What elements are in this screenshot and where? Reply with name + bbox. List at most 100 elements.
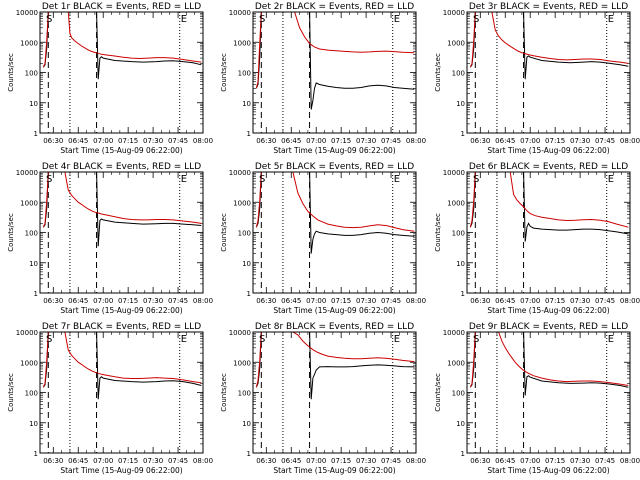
x-tick-label: 07:45 [381, 457, 401, 465]
y-axis-label: Counts/sec [7, 373, 15, 412]
x-tick-label: 07:00 [520, 297, 540, 305]
x-tick-label: 07:30 [356, 457, 376, 465]
x-tick-label: 06:45 [495, 297, 515, 305]
chart-title: Det 1r BLACK = Events, RED = LLD [42, 2, 201, 12]
y-axis-label: Counts/sec [7, 213, 15, 252]
marker-label-s: S [46, 174, 52, 185]
x-axis-label: Start Time (15-Aug-09 06:22:00) [487, 146, 609, 155]
y-tick-label: 1 [247, 130, 251, 138]
chart-panel-9: Det 9r BLACK = Events, RED = LLD Counts/s… [434, 322, 640, 475]
x-tick-label: 06:45 [281, 457, 301, 465]
y-tick-label: 100 [25, 230, 38, 238]
y-tick-label: 10000 [443, 329, 465, 337]
x-tick-label: 06:45 [495, 457, 515, 465]
chart-title: Det 5r BLACK = Events, RED = LLD [255, 162, 414, 172]
x-tick-label: 07:30 [570, 457, 590, 465]
x-tick-label: 08:00 [193, 297, 213, 305]
y-tick-label: 1 [34, 130, 38, 138]
x-tick-label: 07:00 [306, 457, 326, 465]
y-tick-label: 100 [452, 230, 465, 238]
y-tick-label: 1 [34, 450, 38, 458]
y-tick-label: 100 [452, 70, 465, 78]
chart-panel-3: Det 3r BLACK = Events, RED = LLD Counts/s… [434, 2, 640, 155]
events-series-line [255, 12, 415, 110]
x-tick-label: 06:30 [470, 137, 490, 145]
x-tick-label: 07:45 [168, 457, 188, 465]
x-tick-label: 07:15 [331, 297, 351, 305]
y-tick-label: 10000 [443, 9, 465, 17]
x-tick-label: 07:15 [118, 137, 138, 145]
marker-label-e: E [394, 334, 400, 345]
events-series-line [469, 12, 629, 80]
chart-title: Det 2r BLACK = Events, RED = LLD [255, 2, 414, 12]
y-tick-label: 10 [29, 260, 38, 268]
marker-label-e: E [394, 174, 400, 185]
y-axis-label: Counts/sec [434, 53, 442, 92]
x-tick-label: 07:45 [168, 137, 188, 145]
marker-label-s: S [473, 14, 479, 25]
x-tick-label: 07:45 [595, 137, 615, 145]
lld-series-line [255, 12, 415, 89]
x-tick-label: 07:15 [331, 457, 351, 465]
plot-frame [466, 331, 631, 454]
marker-label-s: S [473, 334, 479, 345]
y-tick-label: 10 [242, 100, 251, 108]
y-tick-label: 10000 [229, 9, 251, 17]
x-tick-label: 06:45 [281, 297, 301, 305]
y-tick-label: 1000 [447, 199, 465, 207]
chart-panel-7: Det 7r BLACK = Events, RED = LLD Counts/s… [7, 322, 213, 475]
x-tick-label: 06:30 [256, 457, 276, 465]
x-tick-label: 07:45 [595, 297, 615, 305]
x-tick-label: 06:30 [256, 137, 276, 145]
x-tick-label: 07:15 [545, 297, 565, 305]
marker-label-e: E [394, 14, 400, 25]
chart-panel-8: Det 8r BLACK = Events, RED = LLD Counts/s… [220, 322, 426, 475]
events-series-line [255, 332, 415, 400]
y-tick-label: 1 [247, 290, 251, 298]
x-tick-label: 07:00 [93, 457, 113, 465]
marker-label-e: E [181, 334, 187, 345]
x-tick-label: 06:30 [470, 457, 490, 465]
x-tick-label: 07:45 [381, 297, 401, 305]
y-tick-label: 1000 [233, 359, 251, 367]
x-tick-label: 07:30 [356, 297, 376, 305]
x-tick-label: 07:15 [118, 457, 138, 465]
y-axis-label: Counts/sec [220, 373, 228, 412]
y-axis-label: Counts/sec [7, 53, 15, 92]
plot-frame [39, 331, 204, 454]
y-tick-label: 1000 [20, 39, 38, 47]
x-tick-label: 08:00 [193, 457, 213, 465]
x-tick-label: 07:15 [545, 457, 565, 465]
y-tick-label: 10000 [16, 329, 38, 337]
y-tick-label: 100 [238, 70, 251, 78]
plot-frame [466, 171, 631, 294]
y-tick-label: 1 [461, 450, 465, 458]
lld-series-line [469, 12, 629, 68]
marker-label-s: S [259, 334, 265, 345]
chart-panel-2: Det 2r BLACK = Events, RED = LLD Counts/s… [220, 2, 426, 155]
y-tick-label: 100 [25, 70, 38, 78]
y-tick-label: 10000 [16, 9, 38, 17]
lld-series-line [255, 172, 415, 232]
y-tick-label: 10000 [443, 169, 465, 177]
x-tick-label: 06:30 [43, 137, 63, 145]
y-tick-label: 10000 [229, 329, 251, 337]
x-tick-label: 07:30 [143, 297, 163, 305]
x-tick-label: 08:00 [406, 457, 426, 465]
marker-label-s: S [46, 14, 52, 25]
x-axis-label: Start Time (15-Aug-09 06:22:00) [487, 466, 609, 475]
y-tick-label: 1 [461, 130, 465, 138]
x-axis-label: Start Time (15-Aug-09 06:22:00) [487, 306, 609, 315]
marker-label-s: S [259, 174, 265, 185]
x-tick-label: 08:00 [620, 137, 640, 145]
x-tick-label: 08:00 [406, 137, 426, 145]
x-tick-label: 07:15 [545, 137, 565, 145]
x-axis-label: Start Time (15-Aug-09 06:22:00) [273, 466, 395, 475]
y-tick-label: 10 [242, 260, 251, 268]
x-tick-label: 07:00 [520, 457, 540, 465]
y-axis-label: Counts/sec [434, 213, 442, 252]
plot-frame [466, 11, 631, 134]
x-tick-label: 06:30 [470, 297, 490, 305]
y-tick-label: 1 [247, 450, 251, 458]
